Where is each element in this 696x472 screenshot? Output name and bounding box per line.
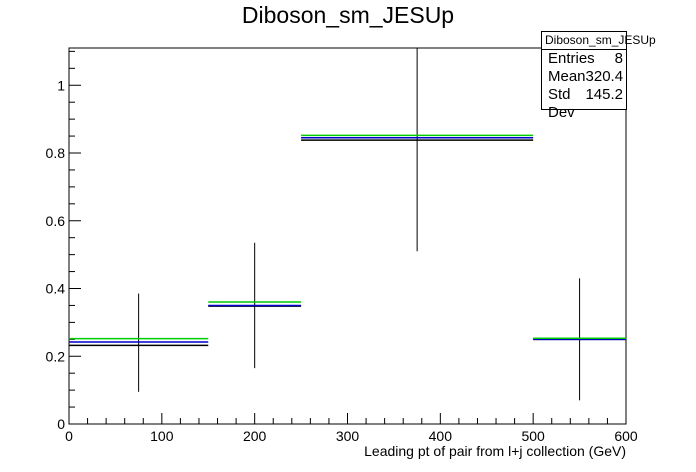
stats-value: 320.4 — [585, 68, 624, 85]
stats-label: Std Dev — [548, 86, 575, 121]
x-axis-ticks: 0 100 200 300 400 500 600 — [65, 413, 638, 444]
y-tick-label: 0.8 — [46, 145, 66, 161]
x-tick-label: 0 — [65, 428, 73, 444]
stats-label: Entries — [548, 50, 595, 67]
stats-value: 145.2 — [585, 86, 623, 103]
y-tick-label: 0.4 — [46, 281, 66, 297]
y-axis-ticks: 0 0.2 0.4 0.6 0.8 1 — [46, 50, 81, 432]
x-tick-label: 500 — [521, 428, 545, 444]
x-tick-label: 100 — [150, 428, 174, 444]
y-tick-label: 0 — [57, 416, 65, 432]
histogram-bins — [69, 48, 626, 401]
x-tick-label: 300 — [336, 428, 360, 444]
x-tick-label: 200 — [243, 428, 267, 444]
stats-box-name: Diboson_sm_JESUp — [542, 32, 656, 50]
stats-value: 8 — [614, 50, 623, 67]
stats-row-mean: Mean 320.4 — [542, 68, 626, 86]
stats-box: Diboson_sm_JESUp Entries 8 Mean 320.4 St… — [541, 31, 656, 121]
stats-row-stddev: Std Dev 145.2 — [542, 86, 626, 121]
x-tick-label: 600 — [614, 428, 638, 444]
y-tick-label: 1 — [57, 77, 65, 93]
y-tick-label: 0.2 — [46, 348, 66, 364]
chart-title: Diboson_sm_JESUp — [241, 2, 455, 28]
y-tick-label: 0.6 — [46, 213, 66, 229]
stats-row-entries: Entries 8 — [542, 50, 626, 68]
stats-label: Mean — [548, 68, 586, 85]
x-axis-label: Leading pt of pair from l+j collection (… — [364, 443, 626, 459]
x-tick-label: 400 — [429, 428, 453, 444]
